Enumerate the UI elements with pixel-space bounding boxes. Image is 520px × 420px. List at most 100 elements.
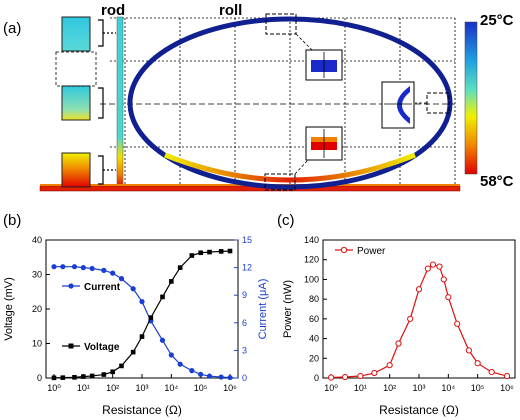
panel-label-c: (c) — [277, 212, 295, 229]
point-current — [89, 265, 95, 272]
point-voltage — [198, 250, 203, 256]
legend-power-label: Power — [357, 246, 386, 257]
callout-boxes — [264, 13, 450, 191]
thumb-brackets — [98, 19, 116, 185]
inset-bottom — [305, 126, 343, 161]
point-voltage — [60, 375, 66, 380]
x-tick-label-c: 10⁵ — [471, 383, 485, 393]
y-tick-label-c: 20 — [309, 353, 319, 363]
point-power — [424, 265, 431, 272]
y2-tick-label-b: 3 — [242, 345, 247, 355]
x-tick-label-c: 10⁶ — [500, 383, 514, 393]
thumb-dashed-frame — [55, 51, 97, 87]
x-tick-label-b: 10³ — [135, 383, 148, 393]
point-power — [371, 369, 378, 377]
rod-label: rod — [101, 2, 125, 19]
x-axis-label-c: Resistance (Ω) — [379, 403, 459, 417]
legend-voltage-label: Voltage — [84, 342, 120, 353]
point-voltage — [81, 374, 86, 379]
y2-tick-label-b: 15 — [242, 235, 252, 245]
point-current — [139, 299, 145, 305]
point-power — [440, 276, 447, 283]
x-tick-label-c: 10¹ — [354, 383, 367, 393]
x-tick-label-c: 10² — [383, 383, 396, 393]
inset-right — [381, 81, 415, 129]
point-power — [454, 320, 461, 327]
point-power — [415, 286, 423, 293]
point-voltage — [110, 369, 115, 375]
point-current — [227, 374, 233, 381]
point-voltage — [89, 373, 95, 379]
series-c — [327, 261, 511, 381]
point-power — [429, 261, 437, 268]
y-tick-label-c: 0 — [314, 373, 319, 383]
point-current — [71, 264, 78, 270]
x-axis-label-b: Resistance (Ω) — [102, 403, 182, 417]
point-current — [60, 264, 66, 270]
y2-tick-label-b: 6 — [242, 318, 247, 328]
series-line-current — [54, 266, 231, 379]
y-tick-label-c: 100 — [304, 274, 319, 284]
panel-a: (a) rod roll — [3, 2, 514, 192]
point-current — [130, 286, 136, 292]
point-voltage — [189, 253, 195, 258]
point-voltage — [139, 334, 145, 339]
y-ticks-b: 0 10 20 30 40 — [32, 235, 50, 383]
point-current — [177, 361, 183, 367]
y-tick-label-b: 10 — [32, 339, 42, 349]
series-line-voltage — [53, 250, 231, 379]
point-voltage — [207, 249, 212, 255]
panel-b: (b) 10⁰ 10¹ 10² 10³ 10⁴ 10⁵ 10⁶ 0 10 20 30 40 0 3 6 9… — [3, 212, 269, 417]
point-power — [395, 340, 402, 347]
y2-tick-label-b: 0 — [242, 373, 247, 383]
point-power — [357, 372, 364, 380]
point-power — [445, 294, 452, 301]
point-current — [159, 337, 166, 343]
point-power — [327, 374, 335, 381]
legend-current-label: Current — [84, 282, 121, 293]
thumb-top — [61, 16, 91, 52]
y2-axis-label-b: Current (μA) — [257, 279, 269, 340]
point-current — [206, 373, 213, 379]
legend-current: Current — [62, 282, 121, 293]
roll-label: roll — [219, 2, 242, 19]
x-tick-label-c: 10⁰ — [324, 383, 338, 393]
point-current — [80, 265, 86, 271]
point-voltage — [130, 349, 136, 355]
y-tick-label-b: 40 — [32, 235, 42, 245]
x-tick-label-b: 10¹ — [77, 383, 90, 393]
y-tick-label-c: 120 — [304, 255, 319, 265]
panel-c: (c) 10⁰ 10¹ 10² 10³ 10⁴ 10⁵ 10⁶ 0 20 40 60 80 100 12… — [277, 212, 516, 417]
y-tick-label-b: 0 — [37, 373, 42, 383]
legend-voltage: Voltage — [62, 342, 120, 353]
y-axis-label-c: Power (nW) — [282, 280, 294, 338]
inset-top — [305, 49, 343, 81]
point-voltage — [72, 375, 77, 380]
point-power — [474, 360, 481, 367]
legend-power: Power — [335, 246, 386, 257]
thumb-bottom — [61, 152, 91, 188]
point-voltage — [101, 372, 107, 377]
point-voltage — [177, 265, 183, 270]
point-voltage — [160, 294, 165, 300]
point-voltage — [51, 375, 57, 381]
point-power — [341, 373, 349, 381]
point-voltage — [218, 249, 224, 254]
point-current — [168, 352, 174, 358]
point-power — [503, 372, 511, 380]
point-power — [407, 315, 414, 322]
y2-tick-label-b: 12 — [242, 263, 252, 273]
point-current — [189, 368, 195, 374]
y2-ticks-b: 0 3 6 9 12 15 — [234, 235, 252, 383]
plot-frame-b — [45, 239, 239, 379]
point-power — [465, 347, 472, 354]
x-tick-label-b: 10⁵ — [194, 383, 208, 393]
point-voltage — [227, 248, 233, 254]
x-tick-label-c: 10⁴ — [441, 383, 455, 393]
x-tick-label-c: 10³ — [412, 383, 425, 393]
rod — [116, 16, 124, 189]
plot-frame-c — [322, 239, 516, 379]
point-current — [198, 371, 204, 377]
point-voltage — [169, 279, 174, 284]
x-tick-label-b: 10⁴ — [164, 383, 178, 393]
